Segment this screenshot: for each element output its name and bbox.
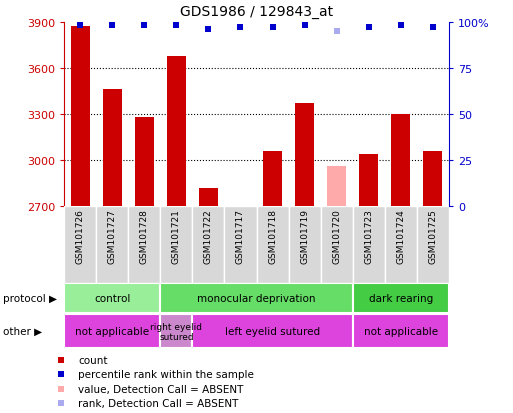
Text: GSM101717: GSM101717 [236,209,245,263]
Text: dark rearing: dark rearing [369,293,433,304]
Text: GSM101721: GSM101721 [172,209,181,263]
Text: GSM101726: GSM101726 [75,209,85,263]
Text: GSM101728: GSM101728 [140,209,149,263]
Bar [295,104,314,206]
Bar [263,152,282,206]
Text: count: count [78,356,108,366]
Text: protocol ▶: protocol ▶ [3,293,56,304]
FancyBboxPatch shape [160,206,192,283]
Bar [353,315,449,348]
Bar [327,167,346,206]
Bar [134,118,154,206]
Bar [64,283,160,313]
Bar [391,114,410,206]
Bar [199,188,218,206]
Text: GSM101722: GSM101722 [204,209,213,263]
FancyBboxPatch shape [128,206,160,283]
Bar [64,315,160,348]
Text: GSM101719: GSM101719 [300,209,309,263]
Text: GSM101727: GSM101727 [108,209,117,263]
FancyBboxPatch shape [353,206,385,283]
Text: value, Detection Call = ABSENT: value, Detection Call = ABSENT [78,384,244,394]
Bar [231,206,250,207]
Text: not applicable: not applicable [75,326,149,337]
Bar [160,283,353,313]
Bar [192,315,353,348]
Bar [70,27,90,206]
Text: GSM101720: GSM101720 [332,209,341,263]
FancyBboxPatch shape [321,206,353,283]
Text: right eyelid
sutured: right eyelid sutured [150,322,202,341]
Text: percentile rank within the sample: percentile rank within the sample [78,370,254,380]
Text: GSM101723: GSM101723 [364,209,373,263]
Bar [359,154,378,206]
FancyBboxPatch shape [96,206,128,283]
FancyBboxPatch shape [256,206,288,283]
Bar [167,57,186,206]
FancyBboxPatch shape [417,206,449,283]
Text: not applicable: not applicable [364,326,438,337]
Text: other ▶: other ▶ [3,326,42,337]
Text: GSM101718: GSM101718 [268,209,277,263]
Text: left eyelid sutured: left eyelid sutured [225,326,320,337]
FancyBboxPatch shape [192,206,225,283]
FancyBboxPatch shape [225,206,256,283]
Text: GSM101725: GSM101725 [428,209,438,263]
Text: control: control [94,293,130,304]
Text: rank, Detection Call = ABSENT: rank, Detection Call = ABSENT [78,398,239,408]
Bar [353,283,449,313]
Bar [103,90,122,206]
Title: GDS1986 / 129843_at: GDS1986 / 129843_at [180,5,333,19]
FancyBboxPatch shape [288,206,321,283]
FancyBboxPatch shape [64,206,96,283]
FancyBboxPatch shape [385,206,417,283]
Text: GSM101724: GSM101724 [396,209,405,263]
Bar [160,315,192,348]
Text: monocular deprivation: monocular deprivation [198,293,315,304]
Bar [423,152,442,206]
